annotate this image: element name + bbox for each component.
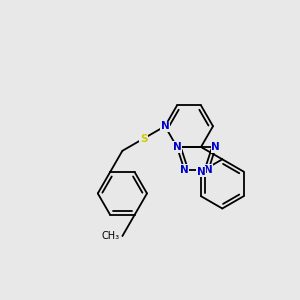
Text: N: N xyxy=(204,165,213,175)
Text: N: N xyxy=(196,167,206,177)
Text: N: N xyxy=(212,142,220,152)
Text: N: N xyxy=(172,142,182,152)
Text: N: N xyxy=(180,165,189,175)
Text: CH₃: CH₃ xyxy=(101,231,119,241)
Text: N: N xyxy=(160,121,169,131)
Text: S: S xyxy=(140,134,147,143)
